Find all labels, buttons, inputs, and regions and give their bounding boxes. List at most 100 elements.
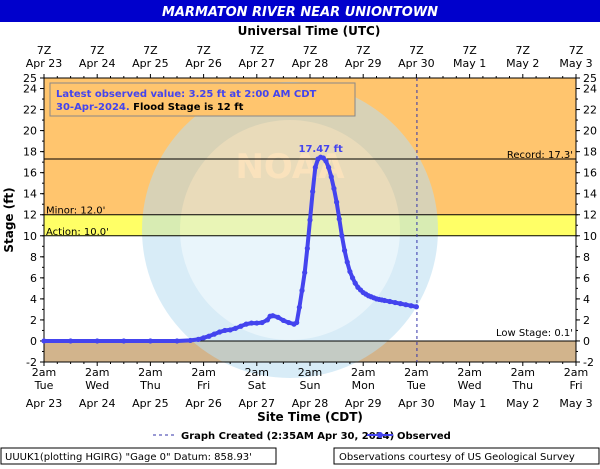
- y-tick-label-right: 12: [583, 209, 597, 222]
- bottom-tick-time: 2am: [298, 366, 322, 379]
- observed-point: [381, 297, 388, 304]
- observed-point: [299, 287, 305, 294]
- observed-point: [216, 329, 223, 335]
- observed-point: [206, 333, 212, 339]
- top-tick-time: 7Z: [356, 44, 371, 57]
- watermark-outer-circle: [142, 82, 438, 378]
- bottom-tick-day: Wed: [85, 379, 109, 392]
- y-tick-label: 8: [30, 251, 37, 264]
- observed-point: [264, 317, 271, 323]
- action-stage-label: Action: 10.0': [46, 227, 109, 238]
- bottom-tick-day: Sun: [300, 379, 321, 392]
- y-axis-label: Stage (ft): [2, 187, 16, 252]
- y-tick-label-right: 8: [583, 251, 590, 264]
- observed-point: [248, 320, 255, 326]
- bottom-tick-day: Fri: [197, 379, 210, 392]
- top-tick-time: 7Z: [303, 44, 318, 57]
- observed-point: [349, 275, 356, 281]
- info-latest-value: Latest observed value: 3.25 ft at 2:00 A…: [56, 89, 317, 100]
- y-tick-label-right: 10: [583, 230, 597, 243]
- bottom-tick-day: Thu: [139, 379, 161, 392]
- bottom-tick-date: Apr 26: [185, 397, 222, 410]
- observed-point: [352, 280, 358, 286]
- observed-point: [328, 174, 334, 180]
- observed-point: [408, 303, 414, 309]
- y-tick-label-right: 14: [583, 188, 597, 201]
- bottom-tick-day: Mon: [352, 379, 375, 392]
- bottom-tick-time: 2am: [32, 366, 56, 379]
- top-tick-date: Apr 23: [26, 57, 63, 70]
- info-flood-stage: Flood Stage is 12 ft: [133, 102, 243, 113]
- legend-created-label: Graph Created (2:35AM Apr 30, 2024): [181, 431, 394, 442]
- observed-point: [331, 185, 337, 192]
- low-stage-label: Low Stage: 0.1': [496, 328, 573, 339]
- y-tick-label-right: 22: [583, 104, 597, 117]
- observed-point: [201, 335, 207, 341]
- observed-point: [254, 320, 260, 326]
- y-tick-label: 16: [23, 167, 37, 180]
- bottom-tick-date: Apr 27: [239, 397, 276, 410]
- observed-point: [280, 317, 286, 324]
- observed-point: [243, 321, 249, 327]
- y-tick-label-right: 16: [583, 167, 597, 180]
- bottom-tick-day: Tue: [406, 379, 426, 392]
- footer-credit: Observations courtesy of US Geological S…: [339, 452, 575, 463]
- y-tick-label: 6: [30, 272, 37, 285]
- top-tick-date: Apr 29: [345, 57, 382, 70]
- top-tick-time: 7Z: [409, 44, 424, 57]
- top-tick-time: 7Z: [250, 44, 265, 57]
- bottom-tick-date: Apr 28: [292, 397, 329, 410]
- observed-point: [238, 323, 244, 329]
- top-tick-time: 7Z: [90, 44, 105, 57]
- y-tick-label-right: 0: [583, 335, 590, 348]
- x-axis-label: Site Time (CDT): [257, 410, 363, 424]
- observed-point: [310, 189, 316, 195]
- chart-title: MARMATON RIVER NEAR UNIONTOWN: [162, 5, 438, 20]
- observed-point: [147, 338, 153, 344]
- info-box: [49, 82, 356, 117]
- observed-point: [302, 269, 308, 276]
- noaa-watermark: NOAA: [142, 82, 438, 378]
- y-tick-label-right: 2: [583, 314, 590, 327]
- bottom-tick-date: Apr 23: [26, 397, 63, 410]
- minor-stage-label: Minor: 12.0': [46, 206, 105, 217]
- bottom-tick-day: Wed: [458, 379, 482, 392]
- bottom-tick-date: Apr 29: [345, 397, 382, 410]
- observed-point: [392, 299, 398, 306]
- observed-point: [232, 325, 239, 331]
- top-tick-time: 7Z: [196, 44, 211, 57]
- observed-point: [296, 304, 302, 310]
- footer-left-box: [0, 447, 277, 465]
- observed-point: [344, 259, 350, 265]
- peak-label: 17.47 ft: [299, 144, 343, 155]
- observed-point: [307, 217, 313, 223]
- title-bar: [0, 0, 600, 22]
- top-tick-date: Apr 26: [185, 57, 222, 70]
- watermark-inner-circle: [180, 120, 400, 340]
- bottom-tick-date: May 1: [453, 397, 486, 410]
- top-tick-date: May 3: [559, 57, 592, 70]
- observed-point: [195, 336, 201, 342]
- legend-observed-marker: [377, 432, 383, 438]
- bottom-tick-time: 2am: [564, 366, 588, 379]
- bottom-tick-day: Fri: [569, 379, 582, 392]
- top-tick-time: 7Z: [37, 44, 52, 57]
- y-tick-label: 14: [23, 188, 37, 201]
- y-tick-label-right: 18: [583, 146, 597, 159]
- y-tick-label-right: 20: [583, 125, 597, 138]
- observed-point: [312, 164, 318, 171]
- info-date: 30-Apr-2024.: [56, 102, 130, 113]
- observed-point: [336, 216, 342, 222]
- y-tick-label: 12: [23, 209, 37, 222]
- observed-point: [339, 233, 345, 239]
- observed-series: [41, 154, 419, 344]
- bottom-tick-date: Apr 24: [79, 397, 116, 410]
- y-tick-label: 2: [30, 314, 37, 327]
- bottom-tick-date: Apr 30: [398, 397, 435, 410]
- observed-point: [347, 268, 353, 275]
